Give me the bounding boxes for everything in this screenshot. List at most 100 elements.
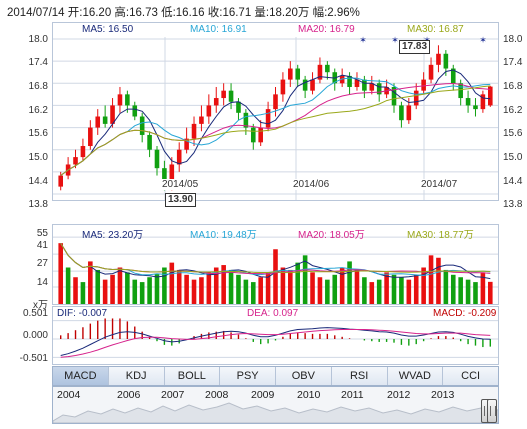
volume-panel: MA5: 23.20万 MA10: 19.48万 MA20: 18.05万 MA… — [52, 224, 499, 305]
tab-wvad[interactable]: WVAD — [388, 367, 444, 385]
event-marker-icon: ✶ — [479, 36, 487, 46]
candle-body — [221, 90, 226, 99]
candle-body — [169, 164, 175, 187]
candle-body — [250, 127, 256, 143]
timeline-overview — [53, 402, 498, 423]
dea-line — [60, 329, 491, 358]
timeline-year: 2013 — [431, 389, 455, 401]
candle-body — [117, 94, 123, 106]
macd-legend-macd: MACD: -0.209 — [433, 308, 497, 319]
volume-bar — [354, 269, 360, 304]
volume-bar — [295, 262, 301, 304]
macd-panel: DIF: -0.007 DEA: 0.097 MACD: -0.209 — [52, 306, 499, 365]
candle-body — [110, 105, 115, 124]
volume-bar — [384, 272, 389, 304]
candle-body — [376, 83, 382, 95]
candle-body — [88, 127, 93, 147]
candle-body — [295, 68, 301, 80]
volume-bar — [317, 277, 323, 304]
quote-summary: 2014/07/14 开:16.20 高:16.73 低:16.16 收:16.… — [7, 7, 360, 19]
timeline-right-handle[interactable] — [487, 399, 497, 423]
timeline-navigator[interactable]: 2004 2006 2007 2008 2009 2010 2011 2012 … — [52, 386, 499, 424]
timeline-year: 2011 — [341, 389, 364, 401]
macd-y-tick: 0.000 — [22, 330, 48, 341]
candle-body — [421, 79, 426, 91]
candle-body — [406, 105, 412, 121]
volume-bar — [488, 281, 493, 304]
candle-body — [243, 112, 249, 128]
price-y-tick: 16.8 — [28, 81, 48, 92]
volume-unit: x万 — [33, 300, 48, 311]
volume-bar — [176, 269, 182, 304]
candle-body — [273, 94, 278, 110]
price-y-tick: 15.6 — [28, 128, 48, 139]
price-legend-ma20: MA20: 16.79 — [298, 24, 355, 35]
volume-bar — [169, 262, 175, 304]
volume-bar — [339, 267, 345, 304]
tab-psy[interactable]: PSY — [220, 367, 276, 385]
volume-bar — [221, 265, 226, 304]
candle-body — [488, 86, 493, 106]
volume-bar — [436, 257, 441, 304]
candle-body — [458, 83, 463, 99]
volume-bar — [310, 272, 315, 304]
price-y-tick: 18.0 — [28, 34, 48, 45]
candle-body — [465, 98, 471, 106]
candle-body — [73, 157, 78, 165]
volume-bar — [243, 279, 249, 304]
tab-kdj[interactable]: KDJ — [109, 367, 165, 385]
price-y-tick: 15.0 — [503, 152, 523, 163]
price-y-tick: 14.4 — [503, 176, 523, 187]
candle-body — [354, 79, 360, 87]
volume-bar — [443, 269, 449, 304]
volume-bar — [154, 273, 160, 304]
candle-body — [80, 146, 86, 158]
volume-legend-ma30: MA30: 18.77万 — [407, 230, 474, 241]
macd-chart — [53, 318, 498, 358]
candle-body — [236, 101, 241, 113]
timeline-year: 2007 — [161, 389, 185, 401]
volume-bar — [110, 274, 115, 304]
volume-bar — [450, 274, 456, 304]
macd-y-tick: 0.501 — [22, 308, 48, 319]
candle-body — [391, 86, 397, 106]
volume-bar — [473, 282, 478, 304]
candle-body — [191, 123, 197, 139]
candle-body — [258, 127, 263, 143]
volume-bar — [199, 277, 204, 304]
candle-body — [95, 116, 101, 128]
volume-bar — [228, 269, 234, 304]
candle-body — [428, 64, 434, 80]
volume-chart — [53, 236, 498, 304]
event-marker-icon: ✶ — [359, 36, 367, 46]
tab-rsi[interactable]: RSI — [332, 367, 388, 385]
candle-body — [288, 68, 293, 80]
price-x-label: 2014/07 — [420, 179, 459, 190]
candle-body — [176, 149, 182, 165]
candle-body — [162, 168, 167, 187]
price-legend-ma10: MA10: 16.91 — [190, 24, 247, 35]
volume-bar — [184, 274, 189, 304]
candle-body — [280, 79, 286, 95]
volume-bar — [465, 279, 471, 304]
price-legend-ma30: MA30: 16.87 — [407, 24, 464, 35]
tab-boll[interactable]: BOLL — [165, 367, 221, 385]
volume-bar — [236, 274, 241, 304]
price-y-tick: 16.2 — [503, 105, 523, 116]
timeline-year: 2012 — [387, 389, 411, 401]
volume-ma10-line — [60, 242, 491, 277]
volume-bar — [73, 277, 78, 304]
tab-obv[interactable]: OBV — [276, 367, 332, 385]
volume-bar — [369, 282, 375, 304]
volume-y-tick: 55 — [36, 228, 48, 239]
price-y-tick: 16.8 — [503, 81, 523, 92]
price-y-tick: 18.0 — [503, 34, 523, 45]
tab-cci[interactable]: CCI — [461, 370, 481, 382]
tab-macd[interactable]: MACD — [53, 367, 109, 385]
volume-bar — [147, 277, 152, 304]
price-chart: ✶✶✶✶ — [53, 36, 498, 200]
volume-legend-ma20: MA20: 18.05万 — [298, 230, 365, 241]
volume-bar — [132, 279, 138, 304]
dif-line — [60, 327, 491, 356]
candle-body — [125, 94, 130, 106]
